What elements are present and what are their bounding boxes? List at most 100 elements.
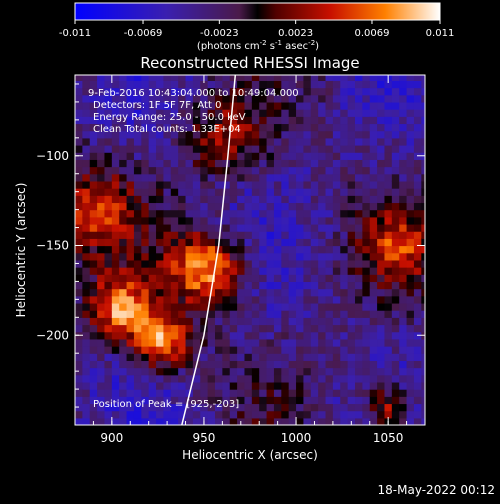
heatmap-cell <box>251 101 260 110</box>
heatmap-cell <box>355 338 363 347</box>
heatmap-cell <box>156 245 165 254</box>
heatmap-cell <box>399 195 408 204</box>
heatmap-cell <box>111 166 120 175</box>
heatmap-cell <box>126 75 135 81</box>
heatmap-cell <box>273 159 282 168</box>
heatmap-cell <box>362 367 371 376</box>
heatmap-cell <box>377 195 386 204</box>
heatmap-cell <box>237 173 246 182</box>
heatmap-cell <box>340 173 349 182</box>
heatmap-cell <box>355 80 363 89</box>
heatmap-cell <box>406 123 415 132</box>
heatmap-cell <box>391 288 400 297</box>
heatmap-cell <box>296 123 305 132</box>
heatmap-cell <box>133 274 142 283</box>
heatmap-cell <box>207 417 216 425</box>
heatmap-cell <box>200 274 209 283</box>
heatmap-cell <box>281 281 290 290</box>
heatmap-cell <box>126 252 135 261</box>
heatmap-cell <box>340 216 349 225</box>
heatmap-cell <box>141 80 150 89</box>
heatmap-cell <box>148 281 157 290</box>
heatmap-cell <box>399 94 408 103</box>
heatmap-cell <box>384 173 393 182</box>
heatmap-cell <box>119 410 128 419</box>
heatmap-cell <box>384 346 393 354</box>
heatmap-cell <box>251 317 260 326</box>
heatmap-cell <box>369 381 378 390</box>
heatmap-cell <box>185 195 194 204</box>
heatmap-cell <box>200 180 209 189</box>
heatmap-cell <box>229 338 238 347</box>
heatmap-cell <box>296 245 305 254</box>
heatmap-cell <box>126 231 135 239</box>
y-tick-label: −100 <box>36 149 69 163</box>
heatmap-cell <box>399 281 408 290</box>
heatmap-cell <box>97 109 106 117</box>
heatmap-cell <box>325 288 334 297</box>
heatmap-cell <box>229 123 238 132</box>
heatmap-cell <box>126 166 135 175</box>
heatmap-cell <box>119 295 128 304</box>
heatmap-cell <box>318 152 327 160</box>
heatmap-cell <box>303 159 312 168</box>
heatmap-cell <box>259 259 268 268</box>
heatmap-cell <box>421 403 425 412</box>
heatmap-cell <box>421 202 425 211</box>
heatmap-cell <box>391 80 400 89</box>
heatmap-cell <box>281 116 290 125</box>
heatmap-cell <box>259 245 268 254</box>
heatmap-cell <box>89 389 98 397</box>
heatmap-cell <box>384 137 393 146</box>
heatmap-cell <box>310 403 319 412</box>
heatmap-cell <box>104 188 113 196</box>
heatmap-cell <box>332 410 341 419</box>
heatmap-cell <box>259 281 268 290</box>
heatmap-cell <box>207 295 216 304</box>
heatmap-cell <box>244 267 253 275</box>
heatmap-cell <box>237 216 246 225</box>
heatmap-cell <box>288 80 297 89</box>
heatmap-cell <box>222 137 231 146</box>
heatmap-cell <box>244 367 253 376</box>
heatmap-cell <box>377 80 386 89</box>
heatmap-cell <box>259 295 268 304</box>
heatmap-cell <box>82 396 91 405</box>
heatmap-cell <box>119 259 128 268</box>
heatmap-cell <box>399 245 408 254</box>
heatmap-cell <box>185 101 194 110</box>
heatmap-cell <box>259 145 268 153</box>
heatmap-cell <box>75 94 83 103</box>
heatmap-cell <box>362 137 371 146</box>
heatmap-cell <box>207 216 216 225</box>
heatmap-cell <box>237 145 246 153</box>
heatmap-cell <box>207 324 216 333</box>
heatmap-cell <box>384 381 393 390</box>
heatmap-cell <box>281 360 290 369</box>
heatmap-cell <box>192 267 201 275</box>
heatmap-cell <box>369 188 378 196</box>
heatmap-cell <box>185 324 194 333</box>
heatmap-cell <box>156 94 165 103</box>
heatmap-cell <box>273 188 282 196</box>
heatmap-cell <box>75 109 83 117</box>
heatmap-cell <box>273 180 282 189</box>
heatmap-cell <box>399 238 408 247</box>
heatmap-cell <box>126 101 135 110</box>
heatmap-cell <box>192 223 201 232</box>
heatmap-cell <box>229 209 238 218</box>
heatmap-cell <box>421 360 425 369</box>
heatmap-cell <box>310 410 319 419</box>
heatmap-cell <box>251 245 260 254</box>
heatmap-cell <box>413 396 422 405</box>
heatmap-cell <box>259 338 268 347</box>
heatmap-cell <box>362 166 371 175</box>
heatmap-cell <box>192 310 201 318</box>
heatmap-cell <box>75 417 83 425</box>
heatmap-cell <box>347 87 356 96</box>
heatmap-cell <box>399 403 408 412</box>
heatmap-cell <box>251 324 260 333</box>
heatmap-cell <box>251 137 260 146</box>
heatmap-cell <box>399 216 408 225</box>
heatmap-cell <box>170 302 179 311</box>
